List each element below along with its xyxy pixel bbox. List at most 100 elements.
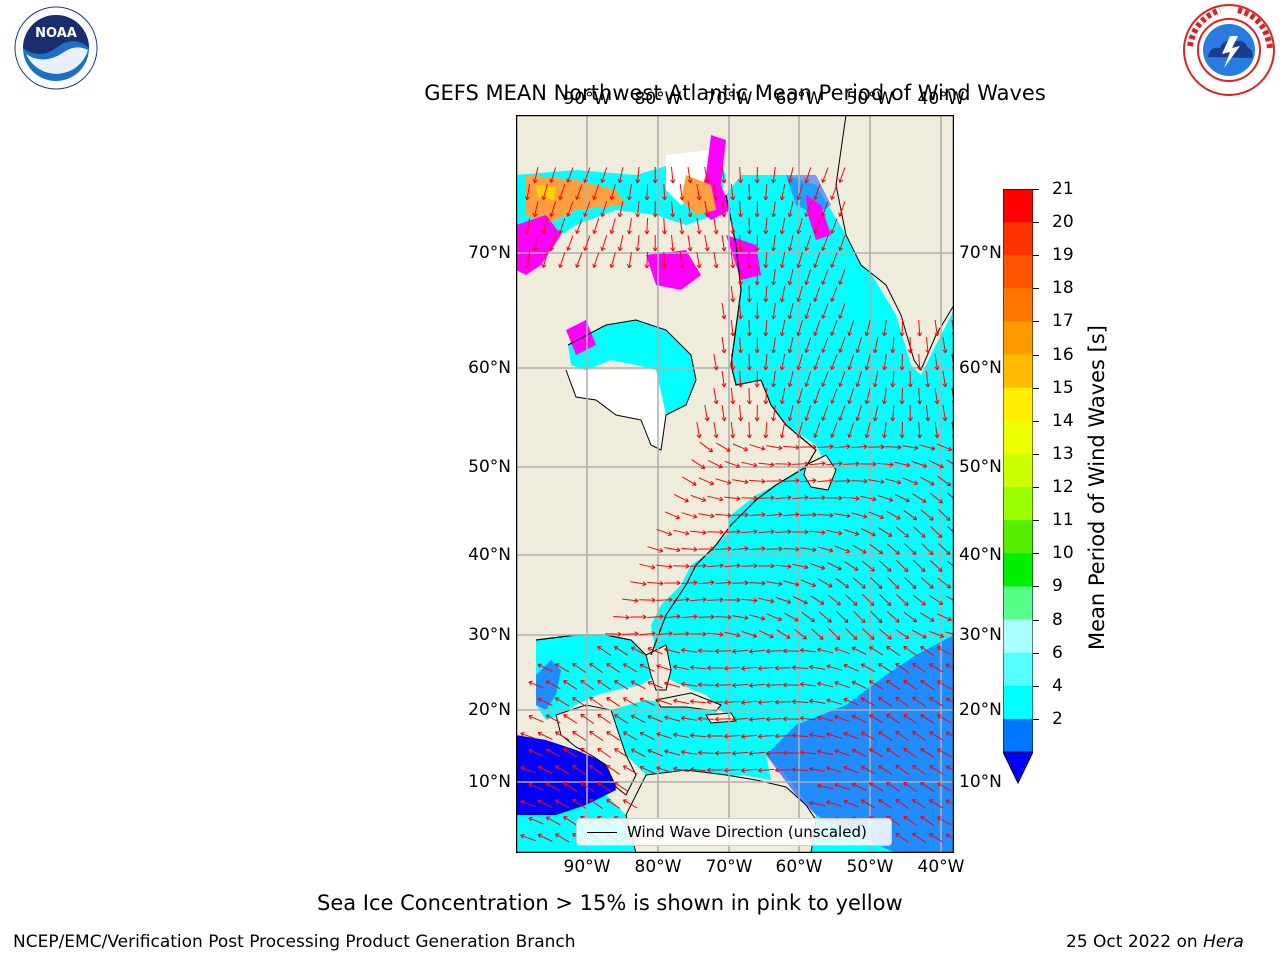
wave-direction-arrow <box>563 782 578 792</box>
wave-direction-arrow <box>673 597 690 603</box>
wave-direction-arrow <box>882 354 888 371</box>
wave-direction-arrow <box>572 799 587 809</box>
colorbar-segment <box>1003 487 1033 521</box>
wave-direction-arrow <box>912 799 927 809</box>
wave-direction-arrow <box>575 252 583 268</box>
wave-direction-arrow <box>554 663 570 673</box>
wave-direction-arrow <box>691 459 706 469</box>
wave-direction-arrow <box>817 647 834 654</box>
wave-direction-arrow <box>652 201 658 218</box>
wave-direction-arrow <box>687 201 693 218</box>
wave-direction-arrow <box>801 611 816 623</box>
wave-direction-arrow <box>821 201 829 217</box>
wave-direction-arrow <box>912 594 926 606</box>
wave-direction-arrow <box>800 478 817 484</box>
colorbar-tick-mark <box>1033 420 1039 422</box>
wave-direction-arrow <box>617 235 624 252</box>
wave-direction-arrow <box>813 354 821 370</box>
wave-direction-arrow <box>714 716 732 722</box>
wave-direction-arrow <box>554 833 570 843</box>
wave-direction-arrow <box>652 235 658 252</box>
wave-direction-arrow <box>687 167 693 184</box>
wave-direction-arrow <box>673 529 690 536</box>
wave-direction-arrow <box>787 269 794 286</box>
wave-direction-arrow <box>549 167 557 183</box>
wave-direction-arrow <box>826 698 843 705</box>
wave-direction-arrow <box>656 597 673 603</box>
wave-direction-arrow <box>766 512 783 518</box>
wave-direction-arrow <box>929 595 944 605</box>
wave-direction-arrow <box>537 765 553 774</box>
wave-direction-arrow <box>583 235 591 251</box>
wave-direction-arrow <box>724 631 741 638</box>
wave-direction-arrow <box>730 320 736 337</box>
wave-direction-arrow <box>758 733 775 739</box>
wave-direction-arrow <box>664 749 681 756</box>
wave-direction-arrow <box>605 631 622 637</box>
wave-direction-arrow <box>796 422 803 439</box>
wave-direction-arrow <box>690 563 707 569</box>
wave-direction-arrow <box>597 748 612 758</box>
wave-direction-arrow <box>800 512 817 518</box>
wave-direction-arrow <box>707 459 723 469</box>
title-line-1: GEFS MEAN Northwest Atlantic Mean Period… <box>424 81 1046 105</box>
wave-direction-arrow <box>860 799 876 809</box>
wave-direction-arrow <box>647 714 663 723</box>
wave-direction-arrow <box>938 509 951 521</box>
wave-direction-arrow <box>821 405 829 421</box>
wave-direction-arrow <box>664 715 681 722</box>
colorbar-segment <box>1003 321 1033 356</box>
wave-direction-arrow <box>704 201 710 218</box>
wave-direction-arrow <box>860 765 876 775</box>
colorbar-segment <box>1003 255 1033 289</box>
wave-direction-arrow <box>746 387 752 405</box>
wave-direction-arrow <box>707 597 724 603</box>
wave-direction-arrow <box>614 680 629 690</box>
wave-direction-arrow <box>622 663 638 673</box>
wave-direction-arrow <box>630 581 647 587</box>
wave-direction-arrow <box>826 529 843 536</box>
nws-logo <box>1180 2 1278 98</box>
wave-direction-arrow <box>813 218 821 234</box>
wave-direction-arrow <box>721 201 727 218</box>
wave-direction-arrow <box>635 166 641 184</box>
wave-direction-arrow <box>597 646 612 656</box>
wave-direction-arrow <box>630 614 647 620</box>
wave-direction-arrow <box>796 286 803 303</box>
wave-direction-arrow <box>855 371 862 388</box>
colorbar-tick-label: 13 <box>1052 443 1074 464</box>
wave-direction-arrow <box>698 614 715 620</box>
wave-direction-arrow <box>903 645 918 657</box>
wave-direction-arrow <box>614 714 629 724</box>
wave-direction-arrow <box>783 512 800 518</box>
wave-direction-arrow <box>749 444 766 451</box>
wave-direction-arrow <box>721 235 727 252</box>
wave-direction-arrow <box>758 529 775 535</box>
wave-direction-arrow <box>826 800 843 807</box>
wave-direction-arrow <box>775 529 792 535</box>
wave-direction-arrow <box>942 405 948 422</box>
lat-label-left-30n: 30°N <box>468 625 511 645</box>
wave-direction-arrow <box>800 647 817 653</box>
wave-direction-arrow <box>843 697 859 706</box>
wave-direction-arrow <box>537 663 553 672</box>
wave-direction-arrow <box>787 235 794 252</box>
colorbar-canvas <box>1002 188 1034 785</box>
wave-direction-arrow <box>851 714 867 723</box>
wave-direction-arrow <box>545 680 561 690</box>
wave-direction-arrow <box>809 766 826 772</box>
wave-direction-arrow <box>851 680 867 689</box>
wave-direction-arrow <box>903 747 918 759</box>
wave-direction-arrow <box>763 387 769 405</box>
wave-direction-arrow <box>741 529 758 535</box>
wave-direction-arrow <box>707 632 724 637</box>
wave-direction-arrow <box>821 303 829 319</box>
lon-label-bottom-50w: 50°W <box>846 857 894 877</box>
wave-direction-arrow <box>664 614 681 620</box>
wave-direction-arrow <box>681 512 698 519</box>
wave-direction-arrow <box>868 748 884 758</box>
wave-direction-arrow <box>834 478 851 484</box>
wave-direction-arrow <box>600 201 608 217</box>
wave-direction-arrow <box>706 733 724 739</box>
wave-direction-arrow <box>679 184 685 201</box>
